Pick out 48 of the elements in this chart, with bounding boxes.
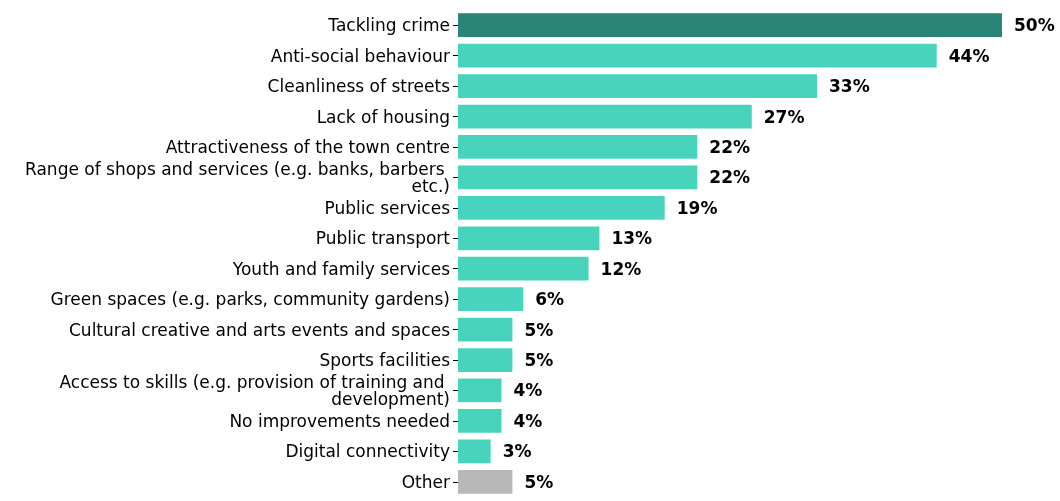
bar [458, 226, 600, 251]
data-label: 5% [524, 350, 554, 371]
data-label: 6% [535, 289, 565, 310]
bar [458, 348, 513, 372]
bar [458, 74, 818, 98]
data-label: 33% [829, 76, 870, 97]
y-tick-label: Tackling crime [327, 15, 450, 36]
bar [458, 256, 589, 281]
bar [458, 317, 513, 342]
data-label: 13% [611, 228, 653, 249]
data-label: 12% [600, 258, 642, 279]
y-tick-label: Public transport [315, 228, 451, 249]
bar [458, 135, 698, 159]
bar [458, 469, 513, 494]
bar [458, 43, 937, 68]
bar [458, 409, 502, 433]
y-tick-label: Youth and family services [231, 258, 451, 279]
bar [458, 287, 524, 312]
y-tick-label: Green spaces (e.g. parks, community gardens) [50, 289, 450, 310]
y-tick-label: Anti-social behaviour [270, 45, 450, 66]
data-label: 44% [948, 45, 990, 66]
data-label: 4% [513, 410, 543, 431]
data-label: 22% [709, 167, 751, 188]
y-tick-label: Digital connectivity [285, 441, 450, 462]
y-tick-label: Range of shops and services (e.g. banks, barbers etc.) [25, 158, 450, 196]
data-label: 50% [1014, 15, 1055, 36]
bar [458, 13, 1002, 38]
y-tick-label: Access to skills (e.g. provision of training and development) [59, 371, 450, 409]
data-label: 19% [676, 197, 718, 218]
y-tick-label: No improvements needed [229, 410, 450, 431]
data-label: 27% [763, 106, 805, 127]
y-tick-label: Cleanliness of streets [267, 76, 451, 97]
y-tick-label: Public services [324, 197, 451, 218]
y-tick-label: Cultural creative and arts events and spaces [68, 319, 451, 340]
y-tick-label: Lack of housing [316, 106, 450, 127]
bar [458, 104, 752, 129]
data-label: 22% [709, 136, 751, 157]
bar [458, 195, 665, 220]
y-tick-label: Sports facilities [319, 350, 451, 371]
data-label: 5% [524, 319, 554, 340]
bar [458, 165, 698, 190]
bar [458, 439, 491, 464]
bar [458, 378, 502, 403]
data-label: 5% [524, 471, 554, 492]
data-label: 3% [502, 441, 532, 462]
data-label: 4% [513, 380, 543, 401]
y-tick-label: Attractiveness of the town centre [165, 136, 450, 157]
y-tick-label: Other [401, 471, 450, 492]
